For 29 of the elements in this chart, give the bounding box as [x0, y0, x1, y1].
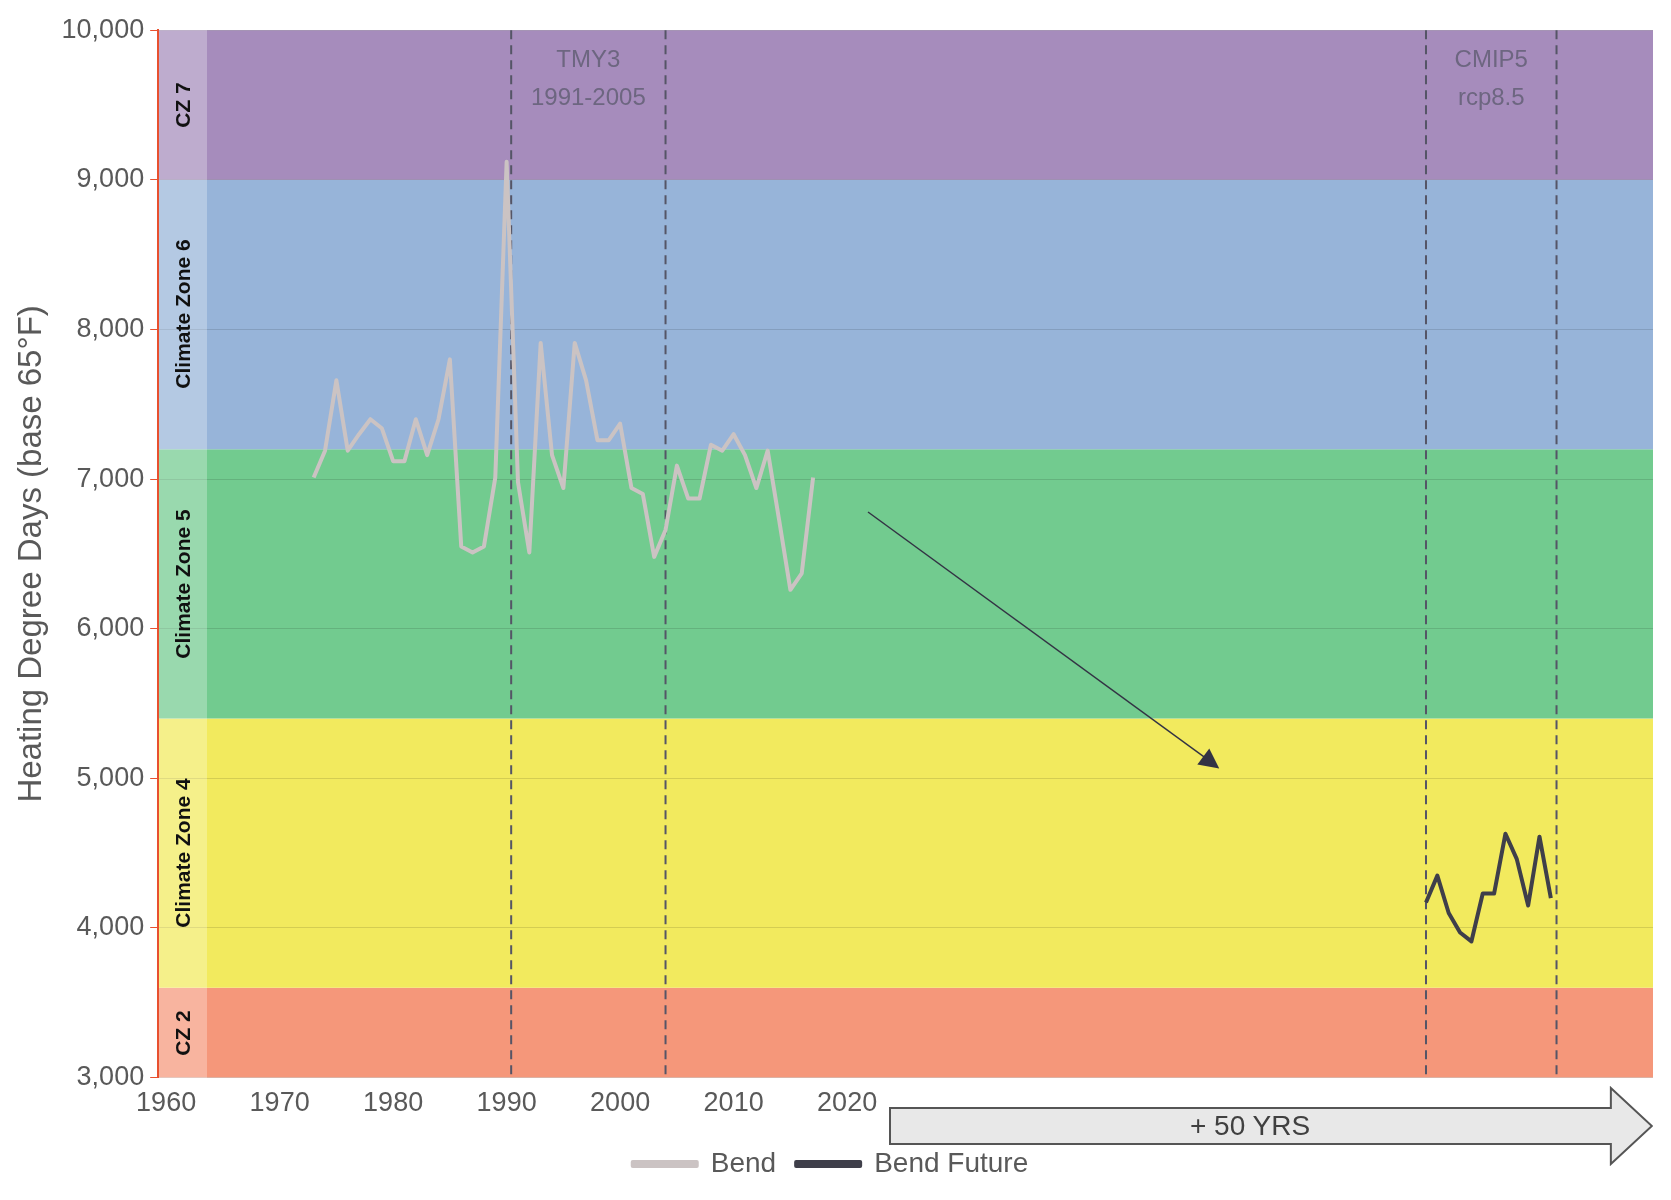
zone-label-strip: CZ 7: [159, 30, 208, 180]
legend-label: Bend Future: [874, 1146, 1029, 1178]
zone-label-strip: Climate Zone 6: [159, 179, 208, 450]
x-tick-label: 2020: [817, 1087, 878, 1118]
zone-label-strip: CZ 2: [159, 987, 208, 1078]
band-label: Climate Zone 6: [171, 239, 196, 390]
y-tick-label: 7,000: [76, 462, 145, 493]
zone-label-strip: Climate Zone 4: [159, 718, 208, 988]
band-label: Climate Zone 4: [171, 778, 196, 928]
y-tick-label: 6,000: [76, 612, 145, 643]
band-label: CZ 2: [171, 1009, 196, 1056]
y-tick-label: 10,000: [61, 13, 145, 44]
ref-line-label: TMY3 1991-2005: [530, 44, 646, 110]
y-tick-label: 8,000: [76, 312, 145, 343]
zone-label-strip: Climate Zone 5: [159, 449, 208, 719]
y-tick-label: 4,000: [76, 911, 145, 942]
band-label: Climate Zone 5: [171, 509, 196, 659]
y-tick-label: 5,000: [76, 761, 145, 792]
x-tick-label: 1990: [476, 1087, 537, 1118]
band-label: CZ 7: [171, 82, 196, 128]
legend-label: Bend: [710, 1146, 777, 1178]
ref-line-label: CMIP5 rcp8.5: [1454, 44, 1528, 110]
text: + 50 YRS: [1189, 1108, 1312, 1143]
y-axis-title: Heating Degree Days (base 65°F): [10, 305, 48, 803]
x-tick-label: 2000: [590, 1087, 651, 1118]
x-tick-label: 2010: [703, 1087, 764, 1118]
x-tick-label: 1970: [249, 1087, 310, 1118]
y-tick-label: 9,000: [76, 163, 145, 194]
x-tick-label: 1980: [363, 1087, 424, 1118]
